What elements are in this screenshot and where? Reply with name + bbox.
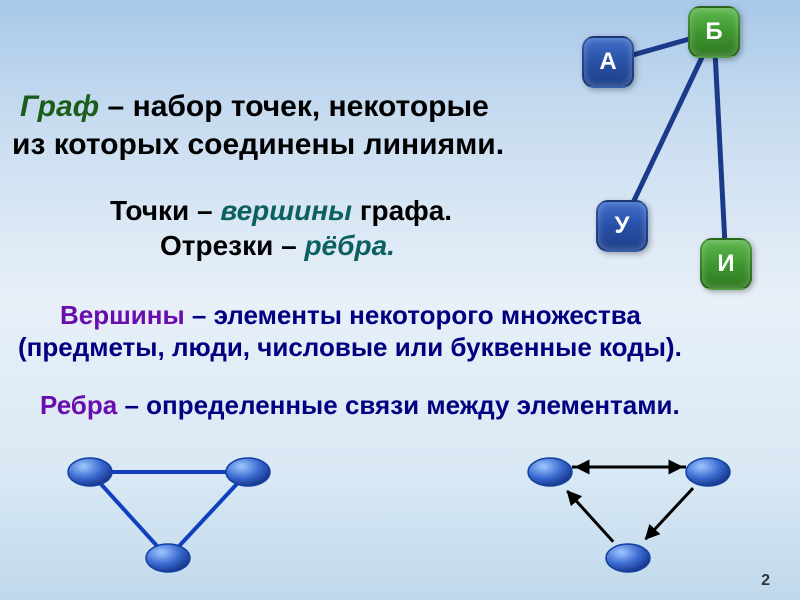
title-line1: Граф – набор точек, некоторые [20, 90, 489, 124]
bottom-right-graph [500, 450, 760, 580]
term-graph: Граф [20, 90, 99, 123]
desc-vertices-line2: (предметы, люди, числовые или буквенные … [18, 332, 682, 363]
desc-edges: Ребра – определенные связи между элемент… [40, 390, 680, 421]
def-vertices: Точки – вершины графа. [110, 195, 452, 227]
letter-node-U: У [596, 200, 648, 252]
title-line2: из которых соединены линиями. [12, 128, 504, 162]
def-edges: Отрезки – рёбра. [160, 230, 395, 262]
letter-node-B: Б [688, 6, 740, 58]
desc-vertices-line1: Вершины – элементы некоторого множества [60, 300, 641, 331]
page-number: 2 [761, 572, 770, 590]
letter-node-A: А [582, 36, 634, 88]
letter-node-I: И [700, 238, 752, 290]
bottom-left-graph [40, 450, 300, 580]
